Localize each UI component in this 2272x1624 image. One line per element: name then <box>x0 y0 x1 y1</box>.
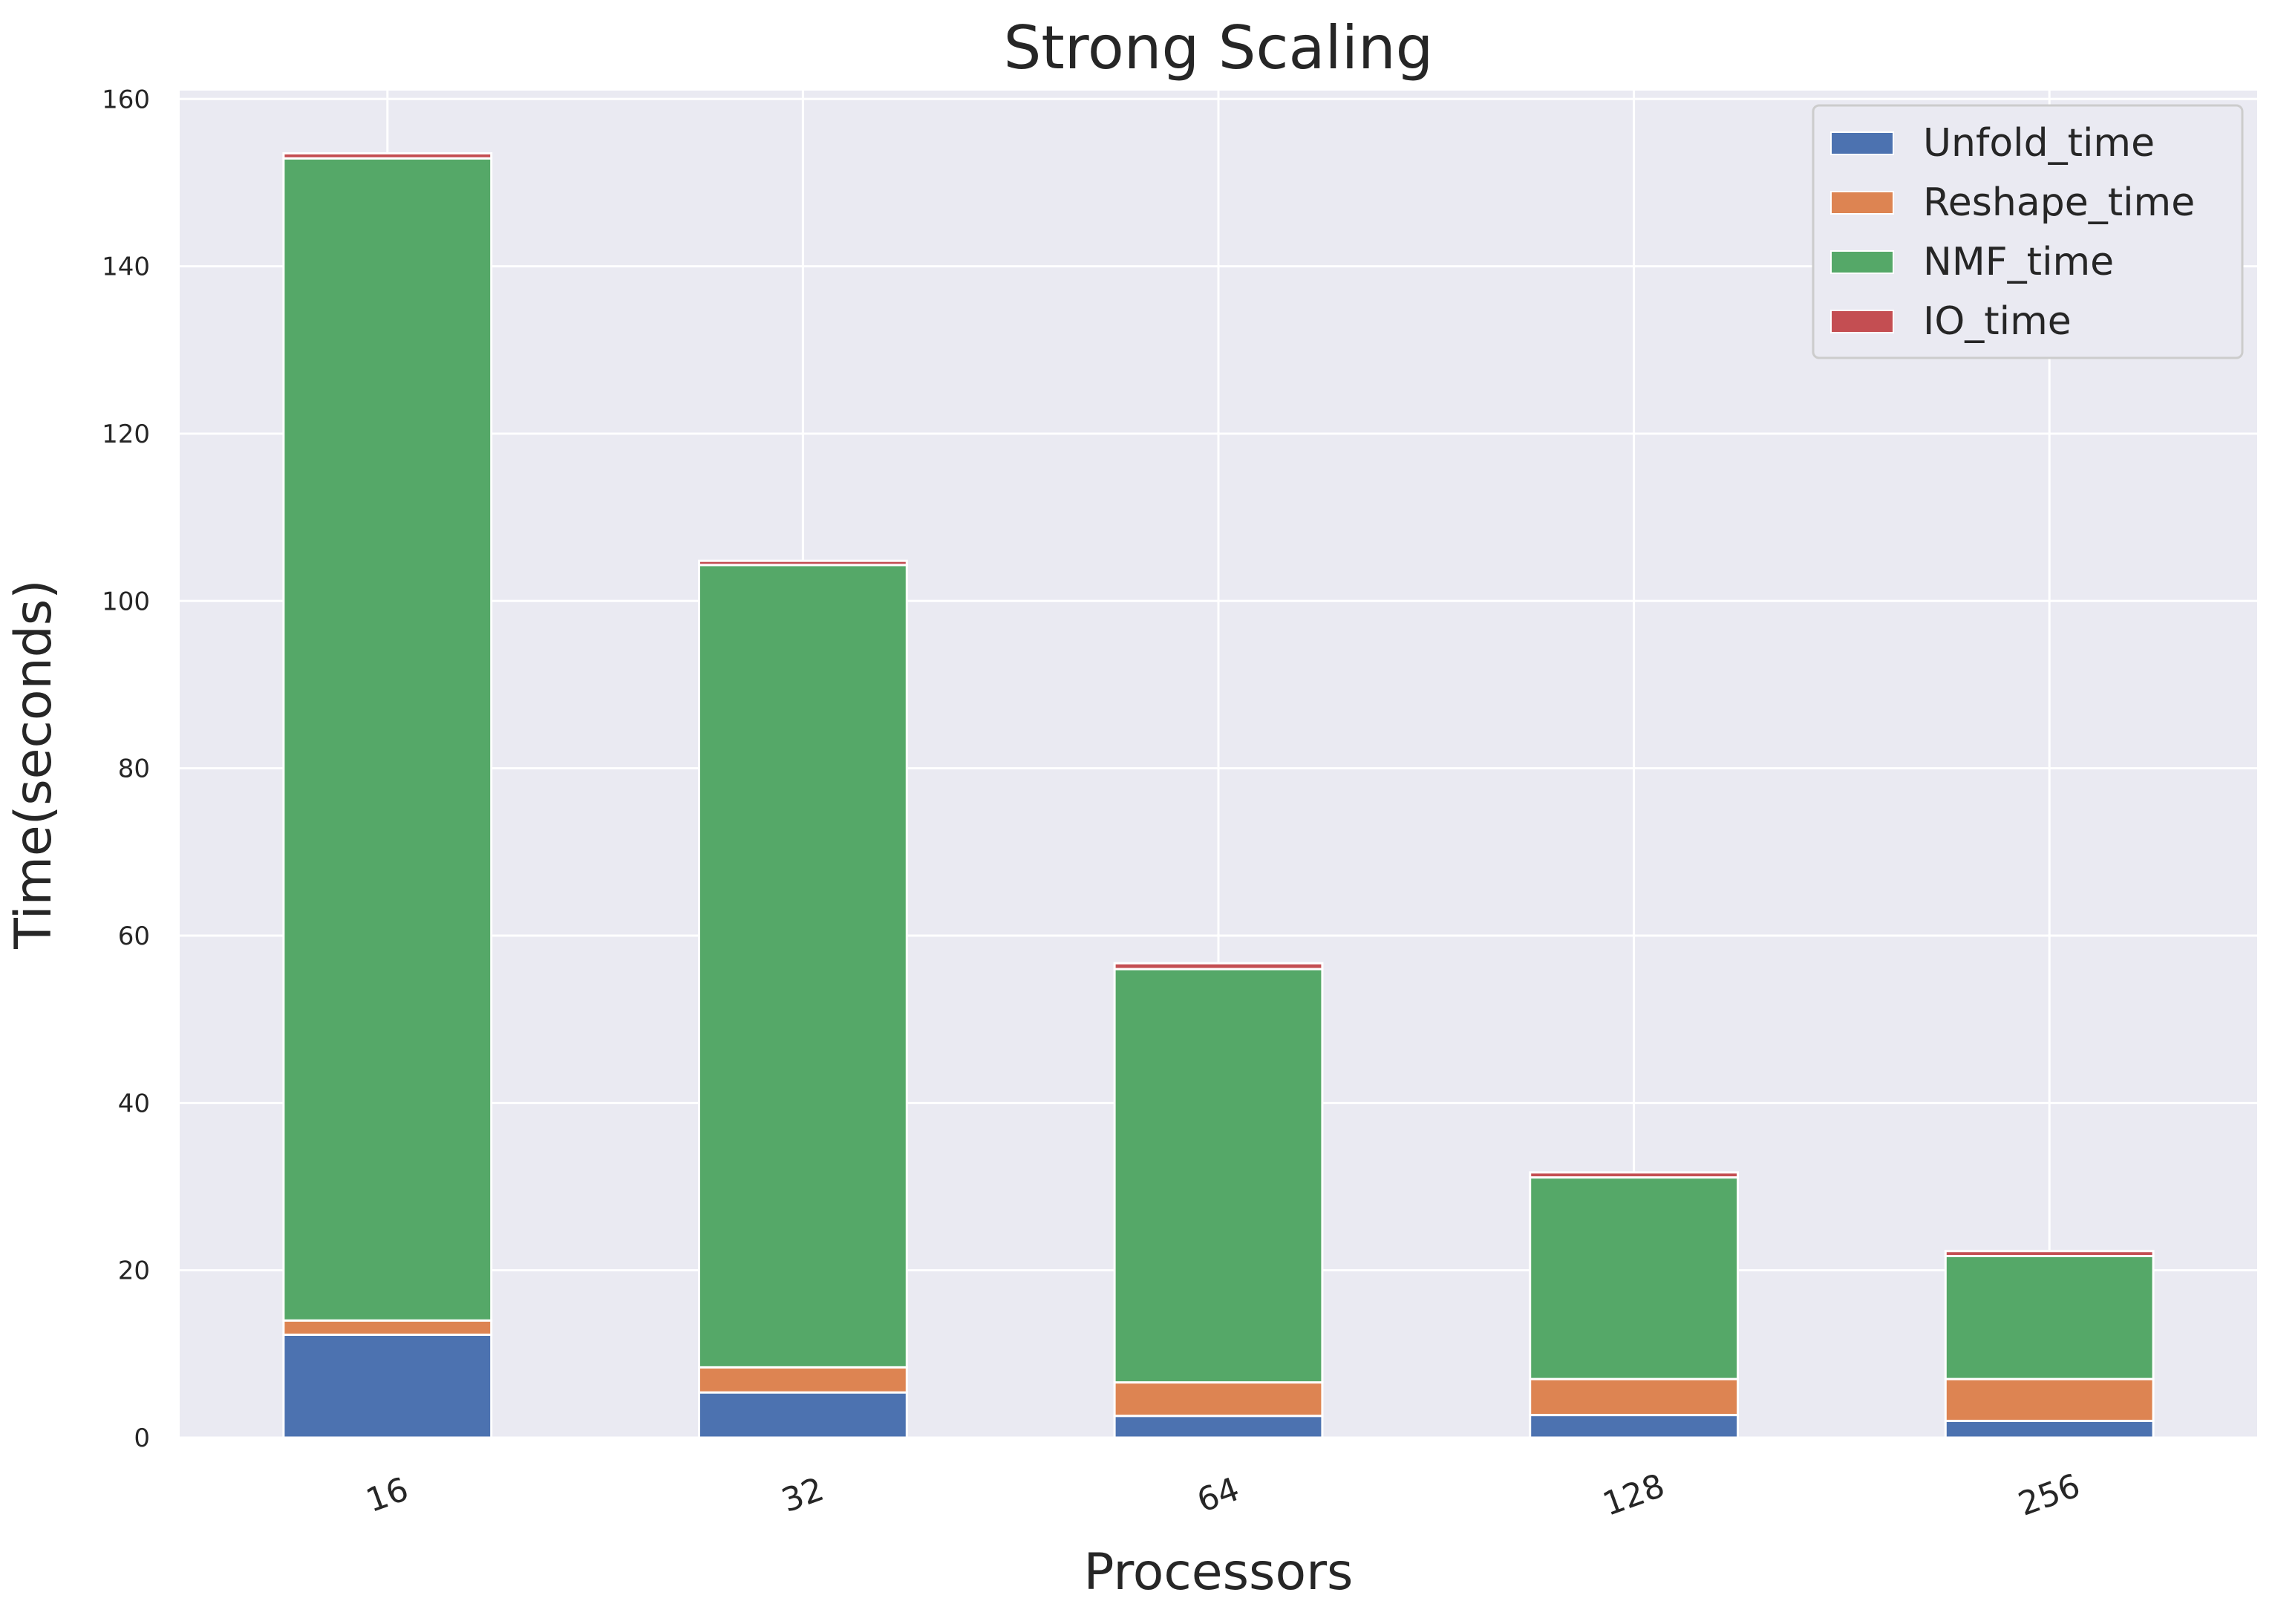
x-tick-label: 256 <box>2014 1467 2085 1524</box>
y-tick-label: 40 <box>118 1089 150 1118</box>
bar-io-time-32 <box>698 559 908 567</box>
bar-nmf-time-64 <box>1113 968 1324 1384</box>
bar-io-time-256 <box>1944 1250 2155 1258</box>
bar-io-time-64 <box>1113 962 1324 971</box>
legend-label: Unfold_time <box>1923 121 2155 166</box>
legend-label: NMF_time <box>1923 240 2114 284</box>
chart-title: Strong Scaling <box>1004 13 1434 82</box>
bar-reshape-time-32 <box>698 1366 908 1394</box>
bar-nmf-time-128 <box>1529 1176 1739 1380</box>
y-tick-label: 100 <box>102 587 150 616</box>
legend-box <box>1812 104 2244 359</box>
x-tick-label: 128 <box>1598 1467 1669 1524</box>
y-tick-label: 0 <box>134 1424 150 1453</box>
y-tick-label: 120 <box>102 420 150 449</box>
x-ticks: 16 32 64 128 256 <box>362 1467 2086 1524</box>
legend-swatch <box>1830 310 1894 333</box>
bar-io-time-128 <box>1529 1171 1739 1179</box>
y-tick-label: 160 <box>102 85 150 114</box>
bar-reshape-time-64 <box>1113 1381 1324 1418</box>
x-tick-label: 16 <box>362 1470 414 1520</box>
legend-swatch <box>1830 191 1894 215</box>
bar-unfold-time-16 <box>282 1333 493 1439</box>
bar-unfold-time-128 <box>1529 1414 1739 1439</box>
bar-io-time-16 <box>282 152 493 160</box>
x-tick-label: 64 <box>1192 1470 1244 1520</box>
legend-swatch <box>1830 131 1894 155</box>
bar-unfold-time-256 <box>1944 1419 2155 1439</box>
bar-reshape-time-256 <box>1944 1377 2155 1422</box>
legend: Unfold_time Reshape_time NMF_time IO_time <box>1812 104 2244 359</box>
bar-nmf-time-16 <box>282 157 493 1322</box>
y-ticks: 0 20 40 60 80 100 120 140 160 <box>102 85 150 1453</box>
bar-unfold-time-32 <box>698 1391 908 1439</box>
y-tick-label: 60 <box>118 922 150 951</box>
bars <box>282 152 2155 1439</box>
legend-label: Reshape_time <box>1923 180 2195 225</box>
x-tick-label: 32 <box>777 1470 829 1520</box>
y-tick-label: 140 <box>102 252 150 282</box>
legend-swatch <box>1830 250 1894 274</box>
bar-nmf-time-32 <box>698 564 908 1369</box>
y-tick-label: 20 <box>118 1256 150 1286</box>
bar-reshape-time-16 <box>282 1319 493 1336</box>
bar-reshape-time-128 <box>1529 1377 1739 1417</box>
bar-nmf-time-256 <box>1944 1255 2155 1380</box>
y-axis-label: Time(seconds) <box>4 579 63 949</box>
bar-unfold-time-64 <box>1113 1415 1324 1439</box>
legend-label: IO_time <box>1923 299 2072 344</box>
y-tick-label: 80 <box>118 754 150 784</box>
x-axis-label: Processors <box>1084 1543 1354 1602</box>
